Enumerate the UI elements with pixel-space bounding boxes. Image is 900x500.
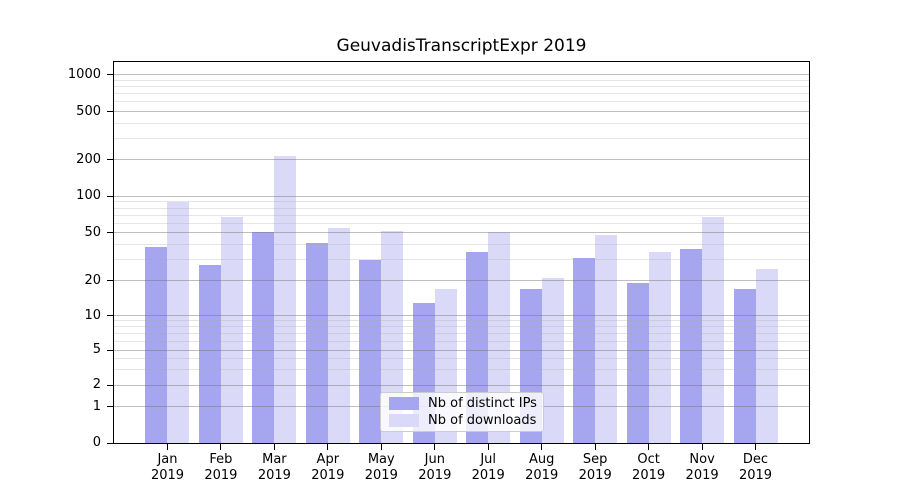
y-tick-label-0: 0 — [92, 435, 101, 450]
x-tick-label-dec: Dec 2019 — [738, 452, 773, 483]
x-tick-label-sep: Sep 2019 — [578, 452, 612, 483]
bar-downloads-sep — [595, 234, 618, 443]
bar-distinct-ips-nov — [680, 248, 703, 443]
gridline-minor-800 — [114, 86, 809, 88]
x-tick-mark-aug — [541, 443, 543, 450]
y-tick-label-500: 500 — [76, 103, 101, 119]
gridline-major-200 — [114, 159, 809, 160]
gridline-minor-600 — [114, 101, 809, 103]
bar-downloads-mar — [274, 155, 297, 443]
y-tick-mark-5 — [107, 349, 113, 351]
plot-area: 0 1 2 5 10 20 50 100 200 500 1000 Jan 2019 Feb 2019 M… — [68, 61, 810, 483]
bar-downloads-may — [381, 230, 404, 443]
bar-downloads-jul — [488, 231, 511, 443]
bar-distinct-ips-may — [359, 259, 382, 443]
bar-distinct-ips-feb — [198, 265, 221, 443]
y-tick-label-50: 50 — [84, 224, 101, 240]
x-tick-mark-feb — [220, 443, 222, 450]
y-tick-mark-200 — [107, 159, 113, 160]
gridline-minor-70 — [114, 214, 809, 216]
legend-row-distinct-ips: Nb of distinct IPs — [389, 396, 537, 412]
y-tick-mark-1 — [107, 406, 113, 408]
gridline-minor-80 — [114, 207, 809, 209]
x-tick-mark-dec — [755, 443, 756, 450]
y-tick-mark-10 — [107, 315, 113, 317]
y-tick-label-1: 1 — [92, 398, 101, 414]
bar-downloads-oct — [648, 251, 671, 443]
gridline-major-100 — [114, 195, 809, 197]
x-tick-label-feb: Feb 2019 — [204, 452, 238, 483]
gridline-minor-90 — [114, 201, 809, 203]
bar-downloads-jan — [167, 201, 190, 443]
x-tick-mark-nov — [701, 443, 703, 450]
bar-downloads-feb — [220, 217, 243, 443]
x-tick-label-jul: Jul 2019 — [471, 452, 505, 483]
y-tick-mark-2 — [107, 384, 113, 386]
x-tick-label-may: May 2019 — [364, 452, 398, 483]
gridline-major-1000 — [114, 74, 809, 76]
x-tick-mark-sep — [594, 443, 596, 450]
y-tick-mark-20 — [107, 280, 113, 282]
x-tick-label-jun: Jun 2019 — [418, 452, 452, 483]
y-tick-label-200: 200 — [76, 151, 101, 167]
x-tick-mark-may — [380, 443, 382, 450]
gridline-minor-700 — [114, 93, 809, 95]
legend-swatch-downloads — [389, 413, 419, 427]
bar-downloads-apr — [327, 227, 350, 443]
legend-swatch-distinct-ips — [389, 397, 419, 411]
x-tick-mark-oct — [648, 443, 650, 450]
x-tick-label-aug: Aug 2019 — [525, 452, 559, 483]
y-tick-mark-500 — [107, 111, 113, 112]
chart-title: GeuvadisTranscriptExpr 2019 — [336, 36, 587, 56]
y-tick-mark-1000 — [107, 74, 113, 76]
y-tick-label-100: 100 — [76, 188, 101, 204]
x-tick-label-apr: Apr 2019 — [311, 452, 345, 483]
bar-distinct-ips-mar — [252, 231, 275, 443]
gridline-minor-400 — [114, 122, 809, 124]
gridline-minor-300 — [114, 137, 809, 139]
y-tick-mark-100 — [107, 195, 113, 197]
bar-downloads-dec — [755, 269, 778, 443]
x-tick-mark-jan — [167, 443, 168, 450]
x-tick-label-nov: Nov 2019 — [685, 452, 719, 483]
x-tick-mark-apr — [327, 443, 329, 450]
legend-row-downloads: Nb of downloads — [389, 412, 537, 428]
y-tick-label-2: 2 — [92, 377, 101, 392]
x-tick-label-mar: Mar 2019 — [257, 452, 291, 483]
x-tick-label-oct: Oct 2019 — [632, 452, 666, 483]
legend: Nb of distinct IPs Nb of downloads — [380, 392, 544, 432]
y-tick-label-10: 10 — [84, 307, 101, 323]
x-tick-label-jan: Jan 2019 — [150, 452, 185, 483]
y-tick-label-5: 5 — [92, 342, 101, 358]
y-tick-mark-50 — [107, 232, 113, 234]
gridline-minor-900 — [114, 80, 809, 81]
x-tick-mark-mar — [273, 443, 275, 450]
bar-distinct-ips-sep — [573, 257, 596, 443]
y-tick-label-20: 20 — [84, 272, 101, 288]
bar-distinct-ips-jan — [145, 247, 168, 443]
x-tick-mark-jul — [487, 443, 489, 450]
y-tick-mark-0 — [107, 442, 113, 444]
x-tick-mark-jun — [434, 443, 436, 450]
bar-distinct-ips-oct — [626, 283, 649, 443]
legend-label-downloads: Nb of downloads — [428, 412, 537, 428]
gridline-major-500 — [114, 111, 809, 112]
bar-distinct-ips-dec — [733, 289, 756, 443]
bar-downloads-nov — [702, 217, 725, 443]
y-tick-label-1000: 1000 — [67, 66, 101, 82]
bar-distinct-ips-apr — [305, 243, 328, 443]
bar-downloads-aug — [541, 278, 564, 443]
legend-label-distinct-ips: Nb of distinct IPs — [428, 396, 537, 412]
